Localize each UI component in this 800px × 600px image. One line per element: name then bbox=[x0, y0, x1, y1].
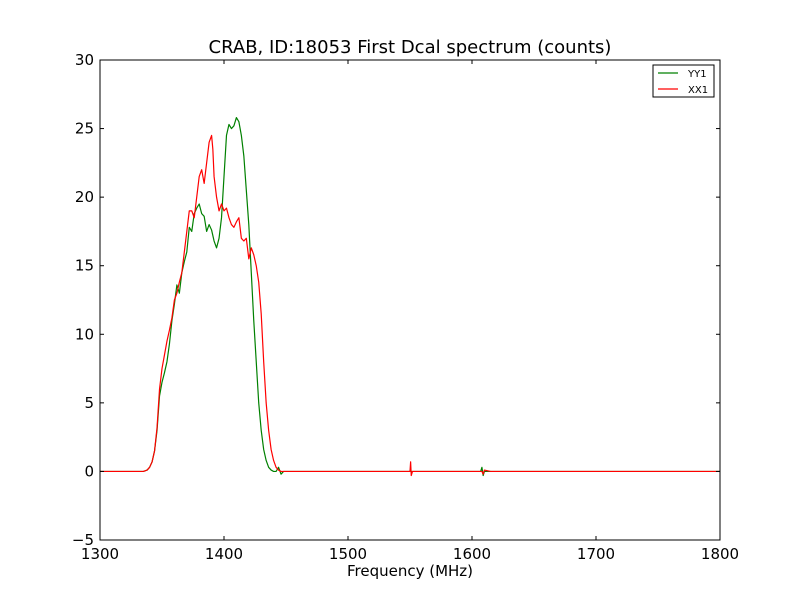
plot-area bbox=[100, 116, 720, 477]
legend-box bbox=[652, 64, 715, 98]
plot-frame bbox=[99, 59, 721, 541]
x-tick-label: 1400 bbox=[205, 545, 243, 563]
series-line-xx1 bbox=[100, 134, 720, 477]
x-tick-label: 1700 bbox=[577, 545, 615, 563]
y-tick-label: −5 bbox=[72, 531, 94, 549]
chart-title: CRAB, ID:18053 First Dcal spectrum (coun… bbox=[209, 37, 612, 58]
ticks-layer: 1300 1400 1500 1600 1700 1800 −5 0 5 10 15 20 25 30 bbox=[72, 51, 739, 563]
x-tick-label: 1600 bbox=[453, 545, 491, 563]
x-tick-label: 1300 bbox=[81, 545, 119, 563]
y-tick-label: 30 bbox=[75, 51, 94, 69]
y-tick-label: 25 bbox=[75, 120, 94, 138]
y-tick-label: 15 bbox=[75, 257, 94, 275]
y-tick-label: 0 bbox=[84, 462, 94, 480]
y-tick-label: 20 bbox=[75, 188, 94, 206]
legend-label-xx1: XX1 bbox=[688, 85, 708, 96]
series-layer bbox=[100, 116, 720, 477]
y-tick-label: 5 bbox=[84, 394, 94, 412]
x-tick-label: 1800 bbox=[701, 545, 739, 563]
legend-label-yy1: YY1 bbox=[687, 69, 707, 80]
x-tick-label: 1500 bbox=[329, 545, 367, 563]
y-tick-label: 10 bbox=[75, 325, 94, 343]
x-axis-label: Frequency (MHz) bbox=[347, 562, 473, 580]
